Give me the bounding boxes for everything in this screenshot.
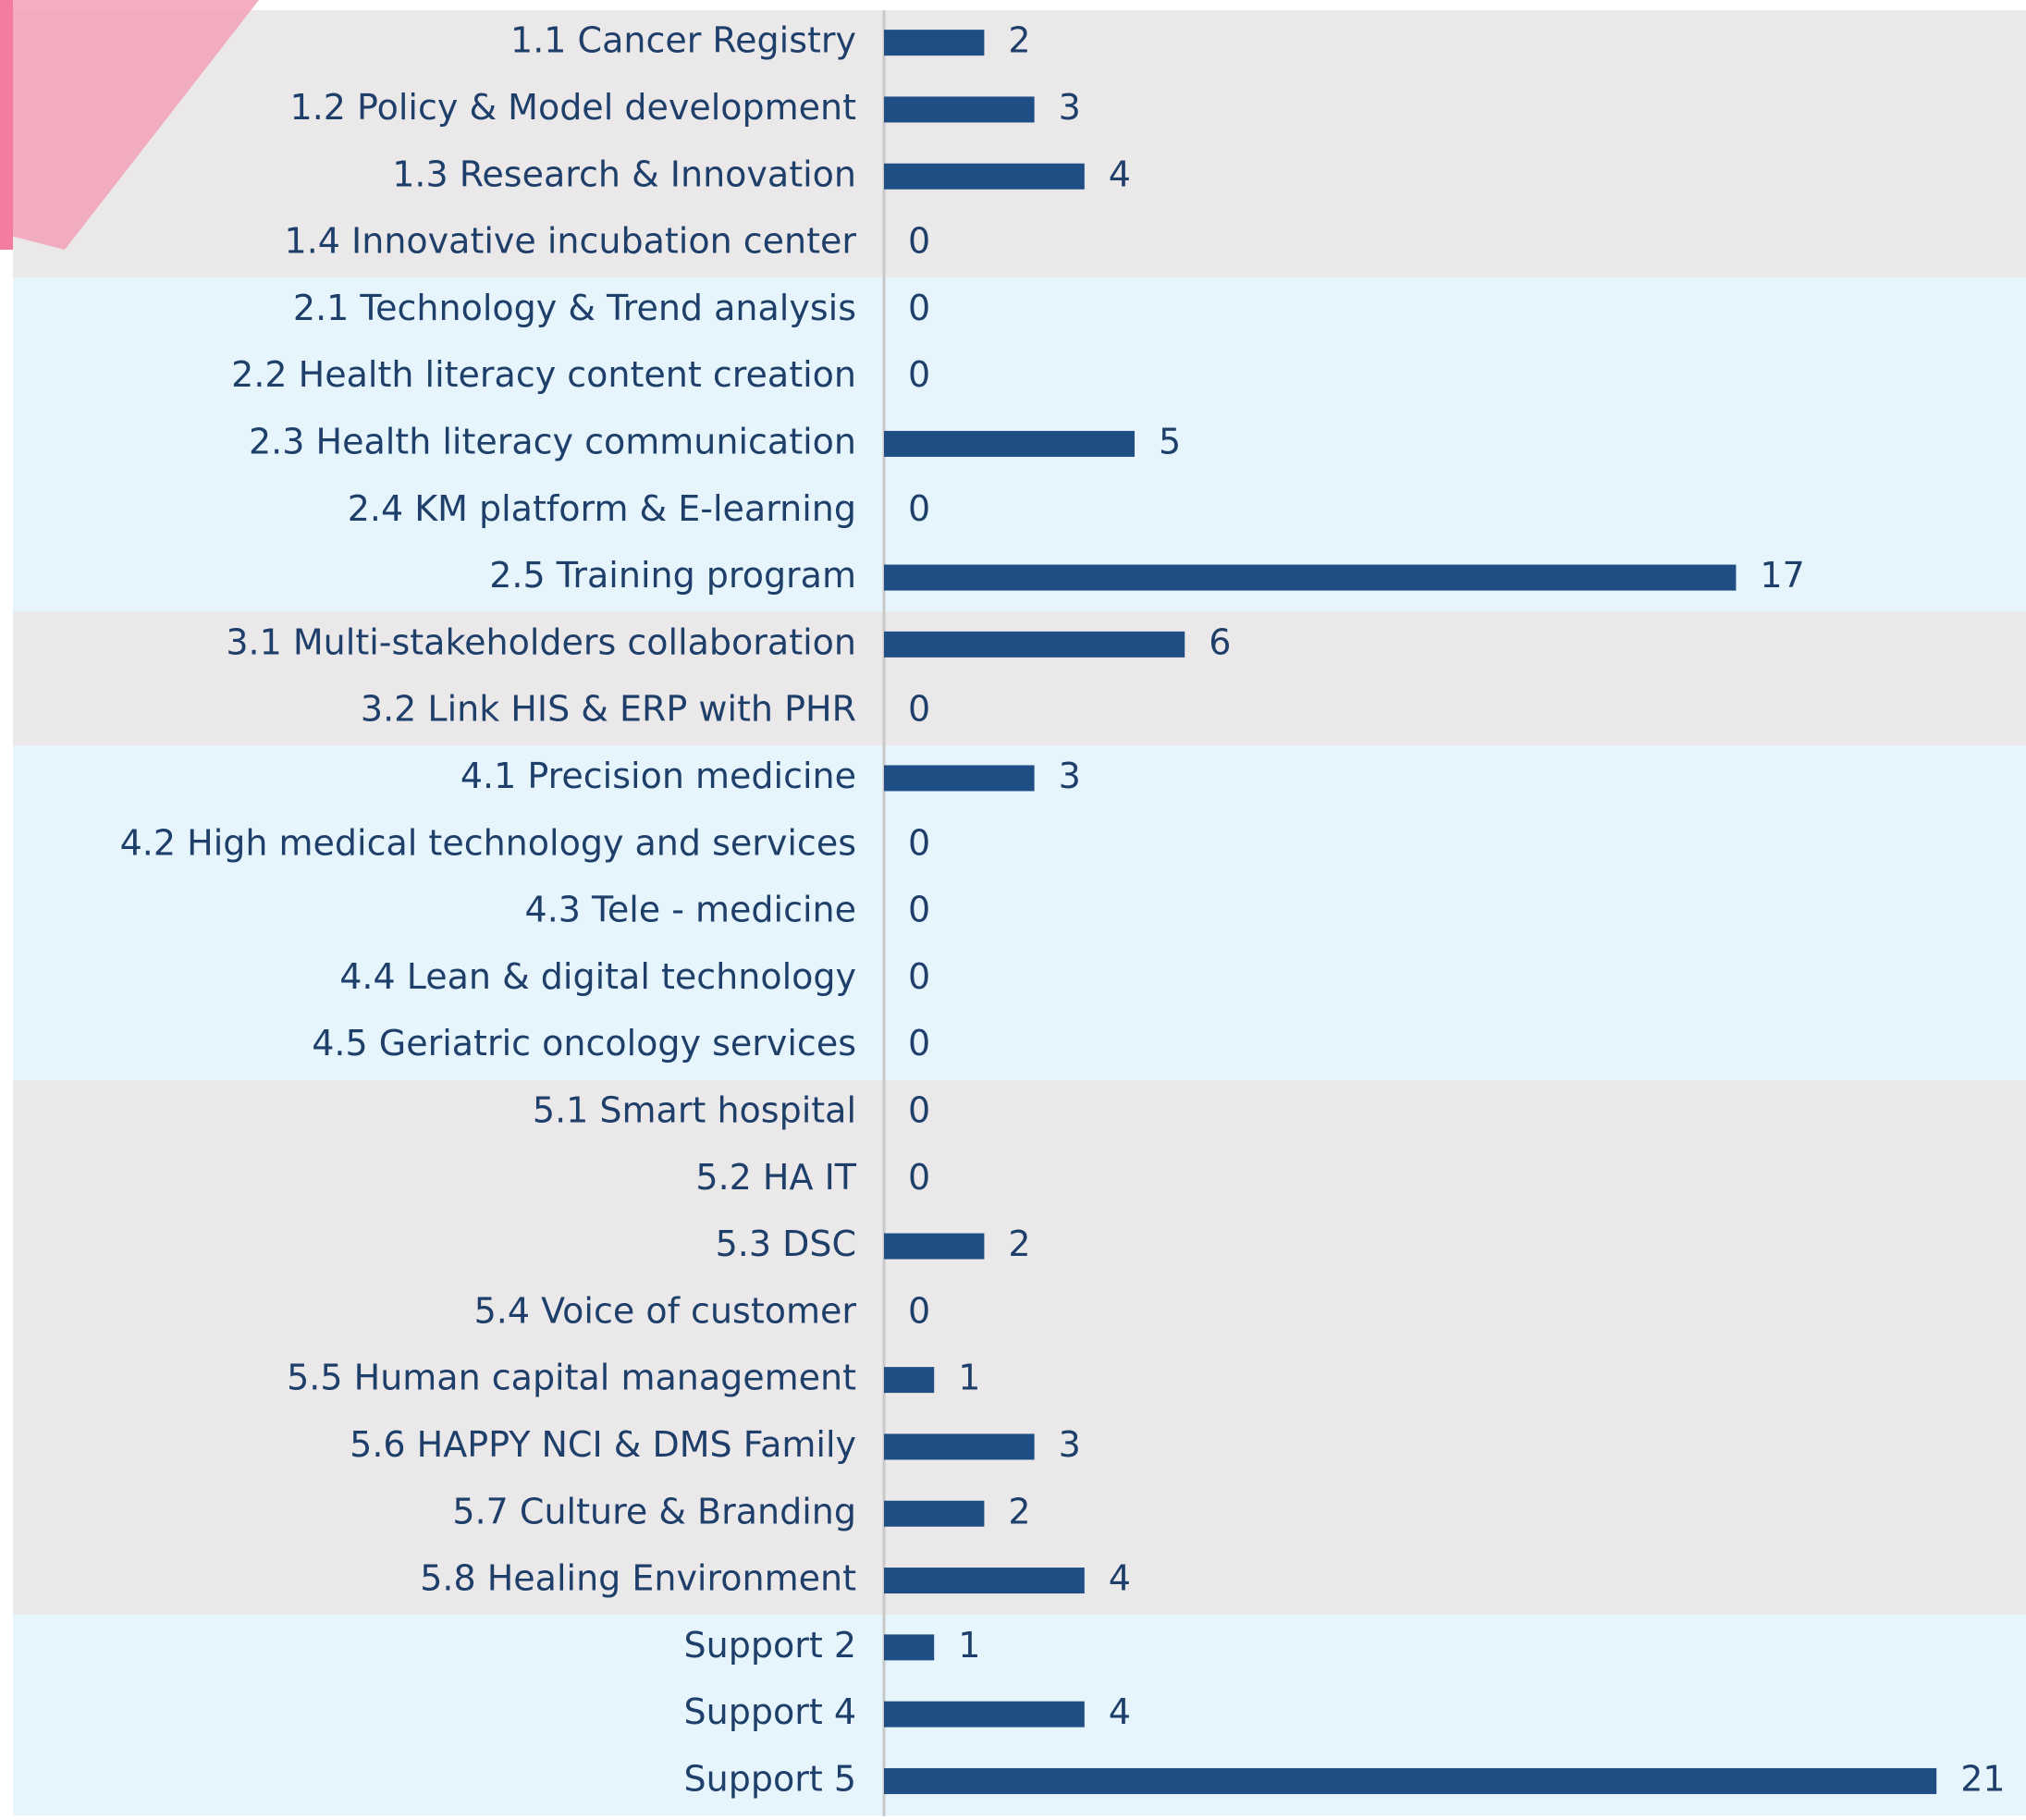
y-tick-label: 5.7 Culture & Branding — [452, 1491, 856, 1531]
data-label: 0 — [908, 288, 930, 328]
bar — [884, 632, 1185, 658]
data-label: 2 — [1008, 1491, 1030, 1531]
y-tick-label: 4.1 Precision medicine — [460, 756, 856, 796]
data-label: 2 — [1008, 1224, 1030, 1264]
bar — [884, 164, 1085, 190]
y-tick-label: Support 5 — [684, 1758, 856, 1799]
data-label: 17 — [1760, 555, 1804, 596]
decoration — [0, 0, 13, 250]
bar — [884, 30, 984, 55]
data-label: 6 — [1209, 621, 1231, 662]
data-label: 21 — [1960, 1758, 2005, 1799]
row-bands — [13, 10, 2026, 1815]
data-label: 0 — [908, 221, 930, 262]
y-tick-label: 3.2 Link HIS & ERP with PHR — [361, 689, 856, 730]
data-label: 0 — [908, 488, 930, 529]
data-label: 0 — [908, 956, 930, 997]
y-tick-label: 1.2 Policy & Model development — [290, 87, 856, 128]
y-tick-label: 4.4 Lean & digital technology — [339, 956, 856, 997]
y-tick-label: 5.2 HA IT — [695, 1157, 856, 1198]
bar — [884, 1568, 1085, 1593]
row-band — [13, 1080, 2026, 1615]
y-tick-label: 5.8 Healing Environment — [420, 1558, 856, 1599]
data-label: 0 — [908, 822, 930, 863]
data-label: 0 — [908, 1023, 930, 1064]
data-label: 3 — [1059, 87, 1081, 128]
bar — [884, 765, 1035, 791]
y-tick-label: 2.5 Training program — [489, 555, 856, 596]
bar — [884, 1634, 934, 1660]
y-tick-label: 5.1 Smart hospital — [533, 1089, 856, 1130]
chart: 1.1 Cancer Registry 2 1.2 Policy & Model d… — [0, 0, 2026, 1816]
y-tick-label: 1.4 Innovative incubation center — [285, 221, 857, 262]
y-tick-label: 5.3 DSC — [716, 1224, 856, 1264]
y-tick-label: 5.5 Human capital management — [287, 1358, 856, 1398]
data-label: 3 — [1059, 1424, 1081, 1465]
bar — [884, 1501, 984, 1527]
y-tick-label: 1.1 Cancer Registry — [510, 20, 856, 61]
data-label: 4 — [1109, 1691, 1131, 1732]
bar — [884, 1702, 1085, 1728]
bar — [884, 1234, 984, 1260]
y-tick-label: Support 4 — [684, 1691, 856, 1732]
bar — [884, 1367, 934, 1393]
data-label: 2 — [1008, 20, 1030, 61]
bar — [884, 431, 1135, 457]
y-tick-label: Support 2 — [684, 1625, 856, 1666]
y-tick-label: 2.4 KM platform & E-learning — [348, 488, 856, 529]
data-label: 0 — [908, 1290, 930, 1331]
data-label: 0 — [908, 1157, 930, 1198]
y-tick-label: 2.1 Technology & Trend analysis — [293, 288, 856, 328]
y-tick-label: 5.4 Voice of customer — [474, 1290, 857, 1331]
y-tick-label: 3.1 Multi-stakeholders collaboration — [226, 621, 856, 662]
y-tick-label: 4.3 Tele - medicine — [525, 890, 856, 930]
data-label: 0 — [908, 1089, 930, 1130]
bar — [884, 565, 1736, 591]
data-label: 0 — [908, 890, 930, 930]
data-label: 0 — [908, 689, 930, 730]
page: 1.1 Cancer Registry 2 1.2 Policy & Model d… — [0, 0, 2026, 1816]
y-tick-label: 2.2 Health literacy content creation — [231, 354, 856, 395]
y-tick-label: 2.3 Health literacy communication — [249, 421, 856, 461]
data-label: 5 — [1159, 421, 1181, 461]
data-label: 4 — [1109, 1558, 1131, 1599]
bar — [884, 1433, 1035, 1459]
bar — [884, 96, 1035, 122]
data-label: 1 — [958, 1625, 980, 1666]
data-label: 4 — [1109, 154, 1131, 194]
data-label: 3 — [1059, 756, 1081, 796]
y-tick-label: 4.2 High medical technology and services — [120, 822, 856, 863]
bar — [884, 1768, 1936, 1794]
y-tick-label: 4.5 Geriatric oncology services — [312, 1023, 856, 1064]
data-label: 0 — [908, 354, 930, 395]
data-label: 1 — [958, 1358, 980, 1398]
y-tick-label: 5.6 HAPPY NCI & DMS Family — [350, 1424, 856, 1465]
y-tick-label: 1.3 Research & Innovation — [392, 154, 856, 194]
